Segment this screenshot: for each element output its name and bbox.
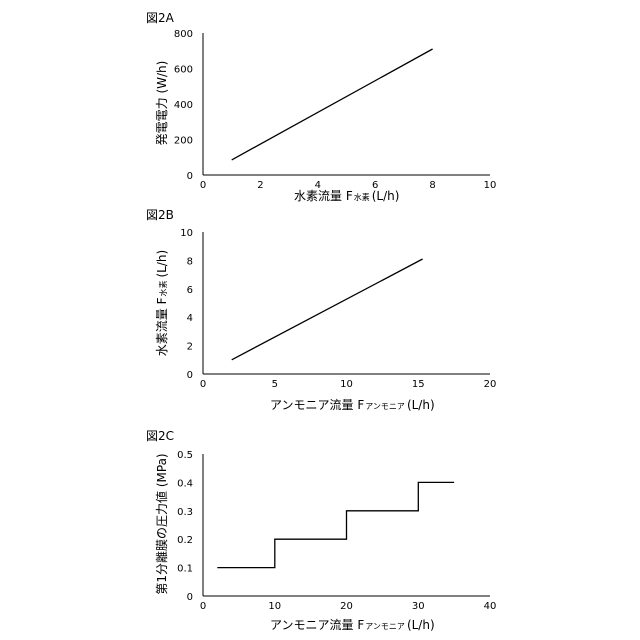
figure-label-2b: 図2B [146, 208, 174, 222]
y-tick-label-2b: 8 [187, 256, 193, 267]
x-tick-label-2b: 20 [484, 379, 497, 390]
x-tick-label-2c: 0 [200, 601, 206, 612]
tick-labels-2a: 02468100200400600800 [174, 29, 496, 191]
x-tick-label-2b: 0 [200, 379, 206, 390]
x-tick-label-2c: 20 [340, 601, 353, 612]
y-tick-label-2a: 200 [174, 136, 193, 147]
y-tick-label-2a: 0 [187, 171, 193, 182]
y-tick-label-2c: 0.5 [177, 450, 193, 461]
y-tick-label-2c: 0.4 [177, 478, 193, 489]
y-tick-label-2c: 0.2 [177, 535, 193, 546]
x-tick-label-2c: 40 [484, 601, 497, 612]
series-line-2a [232, 49, 433, 160]
x-tick-label-2a: 0 [200, 180, 206, 191]
figure-label-2a: 図2A [146, 11, 175, 25]
x-axis-title-2b: アンモニア流量 Fアンモニア(L/h) [270, 398, 435, 412]
y-tick-label-2a: 800 [174, 29, 193, 40]
tick-labels-2c: 0 10 20 30 40 0 0.1 0.2 0.3 0.4 0.5 [177, 450, 496, 612]
x-axis-title-2a: 水素流量 F水素(L/h) [294, 189, 399, 203]
chart-2c: 図2C 0 10 20 30 40 0 0.1 0.2 0.3 0.4 0.5 アンモニア流量 Fア… [146, 429, 496, 632]
series-line-2b [232, 259, 423, 360]
y-tick-label-2c: 0.3 [177, 507, 193, 518]
series-line-2c [217, 482, 454, 567]
x-tick-label-2a: 10 [484, 180, 497, 191]
y-tick-label-2b: 10 [180, 228, 193, 239]
x-tick-label-2a: 8 [429, 180, 435, 191]
y-tick-label-2b: 0 [187, 370, 193, 381]
x-tick-label-2c: 30 [412, 601, 425, 612]
figure-label-2c: 図2C [146, 429, 174, 443]
chart-2a: 図2A 02468100200400600800 水素流量 F水素(L/h) 発… [146, 11, 496, 203]
y-axis-title-2a: 発電電力 (W/h) [155, 61, 169, 146]
y-tick-label-2a: 400 [174, 100, 193, 111]
y-tick-label-2b: 6 [187, 285, 193, 296]
x-tick-label-2a: 2 [257, 180, 263, 191]
tick-labels-2b: 0 5 10 15 20 0 2 4 6 8 10 [180, 228, 496, 390]
x-axis-title-2c: アンモニア流量 Fアンモニア(L/h) [270, 618, 435, 632]
chart-2b: 図2B 051015200246810 アンモニア流量 Fアンモニア(L/h) … [146, 208, 496, 412]
x-tick-label-2c: 10 [268, 601, 281, 612]
x-tick-label-2b: 5 [272, 379, 278, 390]
y-tick-label-2c: 0.1 [177, 564, 193, 575]
y-tick-label-2c: 0 [187, 592, 193, 603]
x-tick-label-2b: 15 [412, 379, 425, 390]
y-tick-label-2b: 4 [187, 313, 193, 324]
y-axis-title-2c: 第1分離膜の圧力値 (MPa) [154, 453, 169, 594]
y-axis-title-2b: 水素流量 F水素(L/h) [155, 250, 169, 356]
y-tick-label-2a: 600 [174, 65, 193, 76]
x-tick-label-2b: 10 [340, 379, 353, 390]
y-tick-label-2b: 2 [187, 342, 193, 353]
